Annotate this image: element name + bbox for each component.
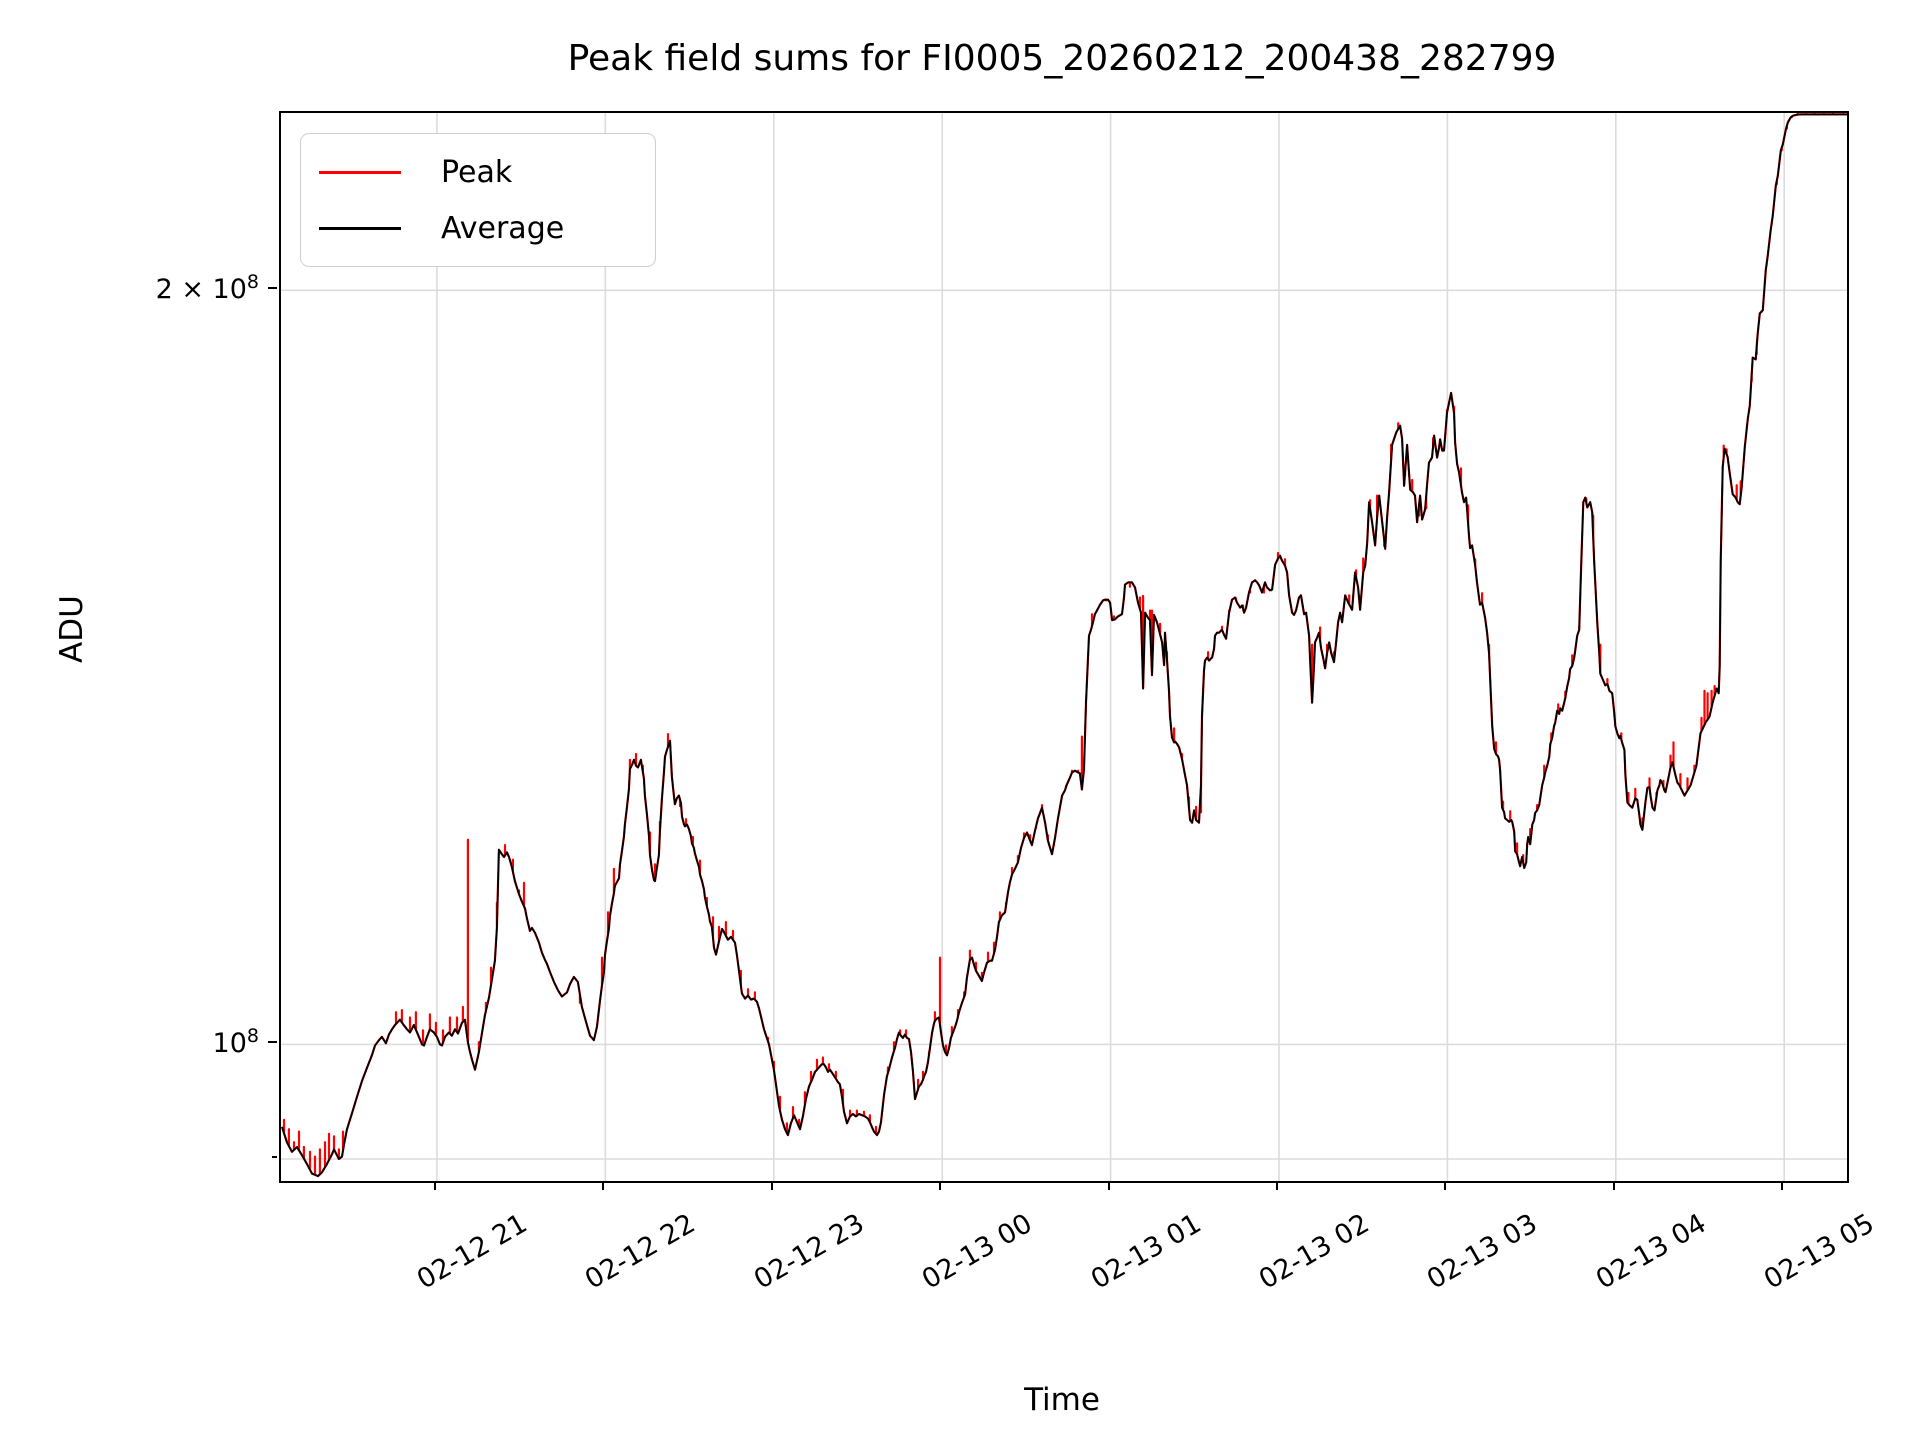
- y-tick-mark: [268, 287, 277, 290]
- average-legend-line-icon: [319, 226, 401, 230]
- y-tick-mark: [272, 1156, 277, 1159]
- chart-title: Peak field sums for FI0005_20260212_2004…: [567, 38, 1557, 79]
- y-tick-mark: [268, 1041, 277, 1044]
- y-tick-exponent: 8: [246, 1025, 259, 1048]
- plot-area: [279, 111, 1849, 1183]
- x-axis-label: Time: [1024, 1382, 1100, 1418]
- chart-canvas: [281, 113, 1847, 1181]
- page-title: Peak field sums for FI0005_20260212_2004…: [102, 38, 1920, 79]
- legend: Peak Average: [300, 133, 656, 267]
- peak-series-line: [281, 113, 1847, 1178]
- average-series-line: [281, 113, 1847, 1177]
- x-tick-mark: [1275, 1181, 1278, 1190]
- x-tick-mark: [1612, 1181, 1615, 1190]
- y-tick-label: 2 × 108: [155, 271, 259, 306]
- legend-entry-average: Average: [319, 211, 645, 246]
- legend-entry-peak: Peak: [319, 155, 645, 190]
- x-tick-mark: [1781, 1181, 1784, 1190]
- peak-legend-line-icon: [319, 170, 401, 174]
- y-tick-exponent: 8: [246, 271, 259, 294]
- y-tick-label: 108: [212, 1025, 259, 1060]
- x-tick-mark: [602, 1181, 605, 1190]
- y-axis-label: ADU: [53, 595, 90, 663]
- x-tick-mark: [939, 1181, 942, 1190]
- average-legend-label: Average: [441, 210, 565, 246]
- x-tick-mark: [1444, 1181, 1447, 1190]
- x-tick-mark: [1107, 1181, 1110, 1190]
- peak-legend-label: Peak: [441, 154, 513, 190]
- gridlines: [281, 113, 1847, 1181]
- x-tick-mark: [770, 1181, 773, 1190]
- x-tick-mark: [433, 1181, 436, 1190]
